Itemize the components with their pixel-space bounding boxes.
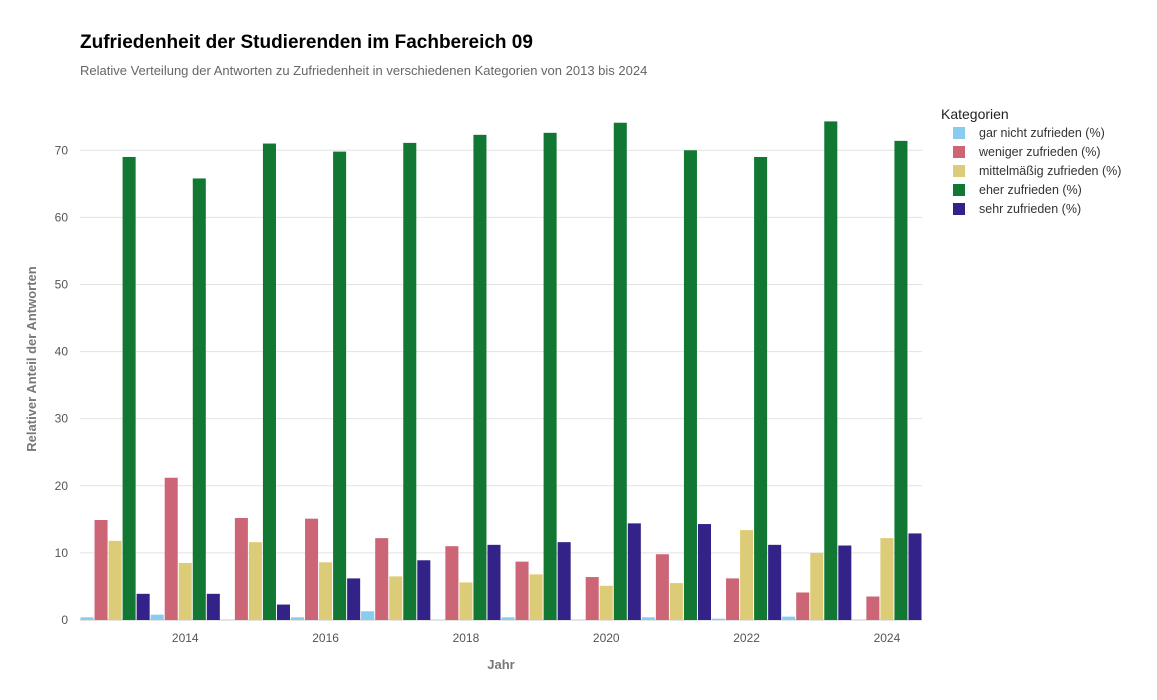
bar [389, 576, 403, 620]
y-tick-label: 20 [55, 479, 69, 493]
bar [136, 593, 150, 620]
legend-label: mittelmäßig zufrieden (%) [979, 164, 1121, 178]
bar [810, 552, 824, 620]
bar [276, 604, 290, 620]
x-tick-label: 2020 [593, 631, 620, 645]
bar [754, 156, 768, 620]
x-tick-label: 2024 [874, 631, 901, 645]
bar [361, 611, 375, 620]
bar [234, 518, 248, 620]
x-tick-label: 2022 [733, 631, 760, 645]
bar [627, 523, 641, 620]
bar [192, 178, 206, 620]
bar [487, 544, 501, 620]
y-axis-ticks: 0 10 20 30 40 50 60 70 [55, 143, 69, 627]
bar [403, 142, 417, 620]
bar [880, 538, 894, 620]
legend-label: weniger zufrieden (%) [978, 145, 1101, 159]
bar [178, 562, 192, 620]
bar [80, 617, 94, 620]
bar [529, 574, 543, 620]
bar [557, 542, 571, 620]
bar [697, 524, 711, 620]
legend-title: Kategorien [941, 106, 1009, 122]
bar [333, 151, 347, 620]
bar [796, 592, 810, 620]
y-tick-label: 60 [55, 210, 69, 224]
bar [683, 150, 697, 620]
bar [726, 578, 740, 620]
x-axis-ticks: 2014 2016 2018 2020 2022 2024 [172, 631, 901, 645]
bar [669, 583, 683, 620]
x-tick-label: 2014 [172, 631, 199, 645]
legend-swatch [953, 146, 965, 158]
bars [80, 121, 922, 621]
legend-label: sehr zufrieden (%) [979, 202, 1081, 216]
bar [459, 582, 473, 620]
legend-swatch [953, 127, 965, 139]
y-tick-label: 10 [55, 546, 69, 560]
bar [515, 561, 529, 620]
bar [712, 618, 726, 620]
bar [824, 121, 838, 620]
bar [291, 617, 305, 620]
y-tick-label: 30 [55, 412, 69, 426]
bar [585, 577, 599, 620]
x-tick-label: 2016 [312, 631, 339, 645]
legend-label: gar nicht zufrieden (%) [979, 126, 1105, 140]
x-tick-label: 2018 [453, 631, 480, 645]
bar [768, 544, 782, 620]
y-axis-title: Relativer Anteil der Antworten [24, 266, 39, 451]
legend-swatch [953, 203, 965, 215]
bar [445, 546, 459, 620]
chart-title: Zufriedenheit der Studierenden im Fachbe… [80, 32, 533, 53]
bar [501, 617, 515, 620]
legend-swatch [953, 165, 965, 177]
bar [894, 140, 908, 621]
bar [473, 134, 487, 620]
bar [305, 518, 319, 620]
bar [782, 616, 796, 620]
bar [375, 538, 389, 620]
bar [164, 477, 178, 620]
bar [347, 578, 361, 620]
y-tick-label: 40 [55, 345, 69, 359]
bar [866, 596, 880, 620]
bar [108, 540, 122, 620]
y-tick-label: 70 [55, 143, 69, 157]
bar [248, 542, 262, 620]
bar [599, 585, 613, 620]
bar [122, 156, 136, 620]
bar [150, 614, 164, 620]
bar [908, 533, 922, 620]
legend: Kategorien gar nicht zufrieden (%) wenige… [941, 106, 1121, 216]
bar [94, 520, 108, 620]
bar [417, 560, 431, 620]
x-axis-title: Jahr [487, 657, 514, 672]
bar [613, 122, 627, 620]
bar [262, 143, 276, 621]
bar [641, 617, 655, 620]
legend-label: eher zufrieden (%) [979, 183, 1082, 197]
bar [543, 132, 557, 620]
legend-swatch [953, 184, 965, 196]
bar [655, 554, 669, 620]
bar [206, 593, 220, 620]
bar [740, 530, 754, 620]
bar [319, 562, 333, 620]
y-tick-label: 0 [61, 613, 68, 627]
bar [838, 545, 852, 620]
chart-subtitle: Relative Verteilung der Antworten zu Zuf… [80, 63, 648, 78]
y-tick-label: 50 [55, 277, 69, 291]
grid-lines [80, 149, 922, 621]
